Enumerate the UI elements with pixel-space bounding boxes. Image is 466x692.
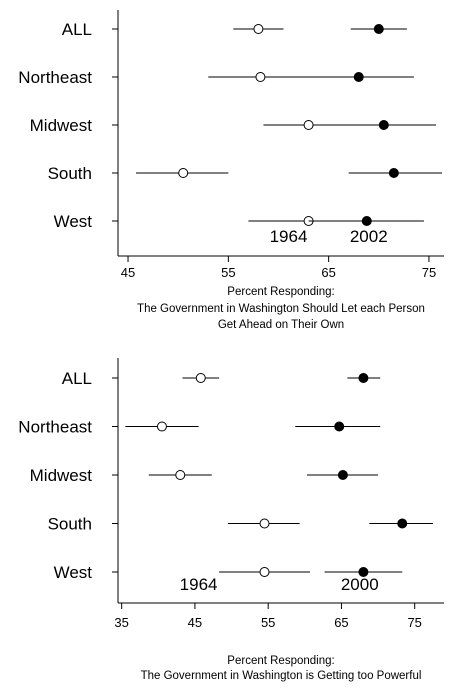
x-axis-label: Percent Responding: <box>227 655 334 667</box>
x-tick-label: 75 <box>422 265 436 280</box>
x-tick-label: 45 <box>121 265 135 280</box>
data-point-1964 <box>178 168 189 178</box>
data-point-1964 <box>195 373 206 383</box>
data-point-2000 <box>397 518 408 529</box>
data-point-2000 <box>337 470 348 480</box>
data-point-1964 <box>259 567 270 577</box>
data-point-1964 <box>156 421 167 432</box>
x-tick-label: 35 <box>114 615 128 630</box>
chart-panel-2: ALL Northeast Midwest South West 35 45 55 65 75 Pe… <box>18 358 444 682</box>
series-annotation: 2002 <box>350 227 388 246</box>
data-point-2002 <box>373 24 384 34</box>
category-label: West <box>54 563 93 582</box>
x-tick-label: 45 <box>188 615 202 630</box>
data-point-2002 <box>353 72 364 82</box>
x-tick-label: 55 <box>261 615 275 630</box>
category-label: South <box>48 164 92 183</box>
data-point-2000 <box>358 373 369 383</box>
data-point-1964 <box>303 120 314 130</box>
x-tick-label: 55 <box>221 265 235 280</box>
category-label: West <box>54 212 93 231</box>
x-tick-label: 65 <box>321 265 335 280</box>
category-label: Northeast <box>18 68 92 87</box>
data-point-1964 <box>253 24 264 34</box>
data-point-1964 <box>259 518 270 529</box>
x-tick-label: 65 <box>334 615 348 630</box>
data-point-2002 <box>388 168 399 178</box>
x-tick-label: 75 <box>407 615 421 630</box>
data-point-2000 <box>358 567 369 577</box>
data-point-2002 <box>378 120 389 130</box>
x-axis-label: Percent Responding: <box>227 286 334 298</box>
x-axis-label: The Government in Washington is Getting … <box>141 670 422 682</box>
data-point-2002 <box>361 216 372 226</box>
category-label: Northeast <box>18 418 92 437</box>
x-axis-label: The Government in Washington Should Let … <box>137 303 425 315</box>
data-point-2000 <box>334 421 345 432</box>
data-point-1964 <box>175 470 186 480</box>
series-annotation: 1964 <box>270 227 308 246</box>
chart-panel-1: ALL Northeast Midwest South West 45 55 65 75 Perc… <box>18 10 444 331</box>
category-label: Midwest <box>30 116 93 135</box>
category-label: ALL <box>62 369 92 388</box>
x-axis-label: Get Ahead on Their Own <box>218 319 344 331</box>
data-point-1964 <box>255 72 266 82</box>
category-label: South <box>48 515 92 534</box>
series-annotation: 1964 <box>180 575 218 594</box>
category-label: Midwest <box>30 466 93 485</box>
category-label: ALL <box>62 20 92 39</box>
series-annotation: 2000 <box>341 575 379 594</box>
